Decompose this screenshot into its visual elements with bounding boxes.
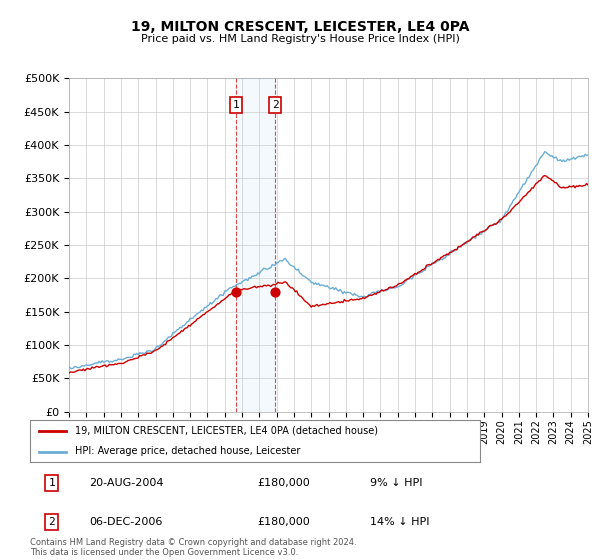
Text: 19, MILTON CRESCENT, LEICESTER, LE4 0PA: 19, MILTON CRESCENT, LEICESTER, LE4 0PA (131, 20, 469, 34)
Text: 1: 1 (48, 478, 55, 488)
Text: 14% ↓ HPI: 14% ↓ HPI (370, 517, 430, 527)
Text: £180,000: £180,000 (257, 478, 310, 488)
Text: 9% ↓ HPI: 9% ↓ HPI (370, 478, 422, 488)
Text: 2: 2 (48, 517, 55, 527)
Text: Contains HM Land Registry data © Crown copyright and database right 2024.
This d: Contains HM Land Registry data © Crown c… (30, 538, 356, 557)
Text: 06-DEC-2006: 06-DEC-2006 (89, 517, 163, 527)
Text: 2: 2 (272, 100, 278, 110)
Bar (236, 78, 275, 412)
Point (271, 287, 280, 296)
Text: Price paid vs. HM Land Registry's House Price Index (HPI): Price paid vs. HM Land Registry's House … (140, 34, 460, 44)
Text: £180,000: £180,000 (257, 517, 310, 527)
Text: 1: 1 (232, 100, 239, 110)
Text: 19, MILTON CRESCENT, LEICESTER, LE4 0PA (detached house): 19, MILTON CRESCENT, LEICESTER, LE4 0PA … (75, 426, 378, 436)
Point (231, 287, 241, 296)
Text: HPI: Average price, detached house, Leicester: HPI: Average price, detached house, Leic… (75, 446, 301, 456)
Text: 20-AUG-2004: 20-AUG-2004 (89, 478, 164, 488)
